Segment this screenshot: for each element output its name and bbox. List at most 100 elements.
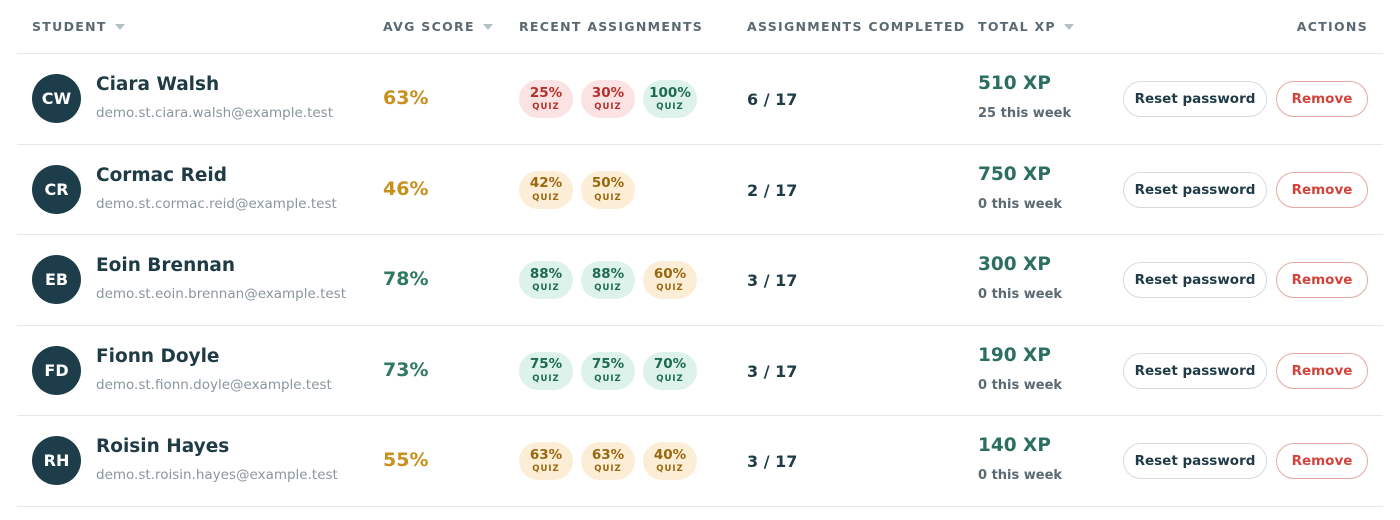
assignment-type: QUIZ xyxy=(532,192,560,203)
assignment-score-pill: 50% QUIZ xyxy=(581,170,635,209)
assignment-type: QUIZ xyxy=(594,102,622,112)
student-email: demo.st.eoin.brennan@example.test xyxy=(96,286,347,302)
recent-assignments: 63% QUIZ 63% QUIZ 40% QUIZ xyxy=(519,442,697,480)
assignment-score-pill: 63% QUIZ xyxy=(519,442,573,480)
weekly-xp: 0 this week xyxy=(978,196,1063,212)
table-row: FD Fionn Doyle demo.st.fionn.doyle@example… xyxy=(17,326,1383,416)
reset-password-button[interactable]: Reset password xyxy=(1123,81,1267,117)
assignment-type: QUIZ xyxy=(656,464,684,474)
avatar: CR xyxy=(32,164,81,214)
assignment-type: QUIZ xyxy=(532,464,560,474)
table-row: RH Roisin Hayes demo.st.roisin.hayes@examp… xyxy=(17,416,1383,507)
column-header-actions: ACTIONS xyxy=(1297,19,1368,34)
assignments-completed: 2 / 17 xyxy=(747,180,798,200)
assignment-score: 40% xyxy=(653,446,687,463)
assignment-score: 63% xyxy=(529,446,563,463)
recent-assignments: 75% QUIZ 75% QUIZ 70% QUIZ xyxy=(519,351,697,390)
assignment-score-pill: 88% QUIZ xyxy=(581,261,635,299)
avatar: CW xyxy=(32,74,81,123)
student-email: demo.st.ciara.walsh@example.test xyxy=(96,105,333,121)
assignment-score-pill: 75% QUIZ xyxy=(581,351,635,390)
column-header-student-label: STUDENT xyxy=(32,19,107,34)
column-header-assignments-completed-label: ASSIGNMENTS COMPLETED xyxy=(747,19,966,34)
column-header-student[interactable]: STUDENT xyxy=(32,19,125,34)
weekly-xp: 0 this week xyxy=(978,468,1063,483)
avg-score: 73% xyxy=(383,358,429,381)
column-header-total-xp[interactable]: TOTAL XP xyxy=(978,19,1074,34)
assignment-score: 60% xyxy=(653,265,687,282)
assignment-type: QUIZ xyxy=(594,373,622,384)
assignments-completed: 3 / 17 xyxy=(747,271,798,290)
reset-password-button[interactable]: Reset password xyxy=(1123,171,1267,208)
remove-button[interactable]: Remove xyxy=(1276,352,1368,389)
assignment-score: 30% xyxy=(591,84,625,101)
assignment-score: 25% xyxy=(529,84,563,101)
recent-assignments: 42% QUIZ 50% QUIZ xyxy=(519,170,635,209)
assignment-score-pill: 42% QUIZ xyxy=(519,170,573,209)
avg-score: 63% xyxy=(383,87,429,109)
assignment-score-pill: 60% QUIZ xyxy=(643,261,697,299)
chevron-down-icon[interactable] xyxy=(114,23,125,30)
remove-button[interactable]: Remove xyxy=(1276,171,1368,208)
assignment-score-pill: 75% QUIZ xyxy=(519,351,573,390)
reset-password-button[interactable]: Reset password xyxy=(1123,352,1267,389)
column-header-recent-assignments: RECENT ASSIGNMENTS xyxy=(519,19,703,34)
weekly-xp: 0 this week xyxy=(978,377,1063,393)
total-xp: 750 XP xyxy=(978,163,1051,185)
avg-score: 78% xyxy=(383,268,429,290)
avg-score: 55% xyxy=(383,449,429,471)
avatar: FD xyxy=(32,345,81,395)
assignments-completed: 6 / 17 xyxy=(747,90,798,109)
assignment-score: 75% xyxy=(529,356,563,372)
column-header-recent-assignments-label: RECENT ASSIGNMENTS xyxy=(519,19,704,34)
weekly-xp: 0 this week xyxy=(978,287,1063,302)
avg-score: 46% xyxy=(383,177,429,200)
students-table: STUDENT AVG SCORE RECENT ASSIGNMENTS ASS… xyxy=(17,0,1383,507)
avatar: EB xyxy=(32,255,81,304)
assignment-type: QUIZ xyxy=(656,283,684,293)
chevron-down-icon[interactable] xyxy=(1063,23,1074,30)
student-name: Fionn Doyle xyxy=(96,345,220,367)
table-header: STUDENT AVG SCORE RECENT ASSIGNMENTS ASS… xyxy=(17,0,1383,54)
student-name: Roisin Hayes xyxy=(96,436,230,457)
assignment-score: 75% xyxy=(591,356,625,372)
student-name: Cormac Reid xyxy=(96,164,227,186)
assignment-score-pill: 30% QUIZ xyxy=(581,80,635,118)
assignment-type: QUIZ xyxy=(594,192,622,203)
table-row: EB Eoin Brennan demo.st.eoin.brennan@examp… xyxy=(17,235,1383,326)
assignment-score: 70% xyxy=(653,356,687,372)
total-xp: 140 XP xyxy=(978,435,1051,456)
assignment-score: 88% xyxy=(529,265,563,282)
assignment-score: 50% xyxy=(591,175,625,191)
table-row: CR Cormac Reid demo.st.cormac.reid@example… xyxy=(17,145,1383,235)
recent-assignments: 25% QUIZ 30% QUIZ 100% QUIZ xyxy=(519,80,697,118)
table-body: CW Ciara Walsh demo.st.ciara.walsh@example… xyxy=(17,54,1383,507)
assignment-type: QUIZ xyxy=(594,464,622,474)
remove-button[interactable]: Remove xyxy=(1276,443,1368,479)
assignment-score-pill: 100% QUIZ xyxy=(643,80,697,118)
recent-assignments: 88% QUIZ 88% QUIZ 60% QUIZ xyxy=(519,261,697,299)
reset-password-button[interactable]: Reset password xyxy=(1123,443,1267,479)
assignment-type: QUIZ xyxy=(532,373,560,384)
student-email: demo.st.roisin.hayes@example.test xyxy=(96,467,338,483)
remove-button[interactable]: Remove xyxy=(1276,81,1368,117)
assignment-score: 100% xyxy=(649,84,691,101)
assignment-type: QUIZ xyxy=(532,102,560,112)
assignments-completed: 3 / 17 xyxy=(747,452,798,471)
student-email: demo.st.cormac.reid@example.test xyxy=(96,195,337,212)
remove-button[interactable]: Remove xyxy=(1276,262,1368,298)
assignment-score-pill: 40% QUIZ xyxy=(643,442,697,480)
student-name: Ciara Walsh xyxy=(96,74,220,95)
assignment-score-pill: 63% QUIZ xyxy=(581,442,635,480)
column-header-actions-label: ACTIONS xyxy=(1296,19,1368,34)
table-row: CW Ciara Walsh demo.st.ciara.walsh@example… xyxy=(17,54,1383,145)
total-xp: 190 XP xyxy=(978,344,1051,366)
assignment-type: QUIZ xyxy=(594,283,622,293)
student-email: demo.st.fionn.doyle@example.test xyxy=(96,376,332,393)
reset-password-button[interactable]: Reset password xyxy=(1123,262,1267,298)
assignment-score: 88% xyxy=(591,265,625,282)
chevron-down-icon[interactable] xyxy=(482,23,493,30)
column-header-assignments-completed: ASSIGNMENTS COMPLETED xyxy=(747,19,965,34)
assignment-type: QUIZ xyxy=(656,373,684,384)
column-header-avg-score[interactable]: AVG SCORE xyxy=(383,19,493,34)
